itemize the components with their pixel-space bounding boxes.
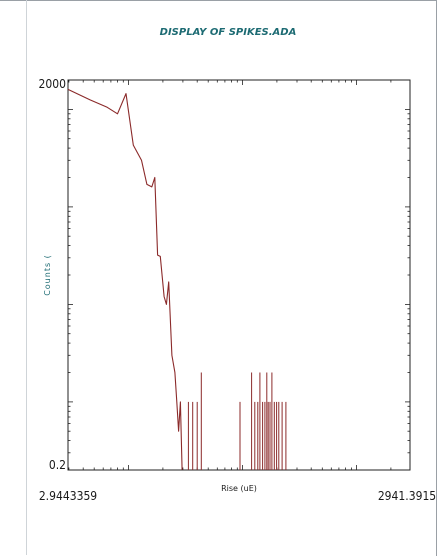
y-tick-label-min: 0.2 xyxy=(49,458,66,472)
chart-title: DISPLAY OF SPIKES.ADA xyxy=(160,27,297,38)
axis-ticks xyxy=(68,79,410,471)
plot-area xyxy=(67,79,411,471)
x-tick-label-min: 2.9443359 xyxy=(39,489,97,503)
spike-series xyxy=(187,372,287,470)
series-line xyxy=(67,88,183,471)
y-tick-label-max: 2000 xyxy=(39,77,67,91)
window-divider xyxy=(26,0,27,555)
y-axis-label: Counts ( xyxy=(43,254,52,296)
x-axis-label: Rise (uE) xyxy=(221,484,257,493)
x-tick-label-max: 2941.3915 xyxy=(378,489,436,503)
